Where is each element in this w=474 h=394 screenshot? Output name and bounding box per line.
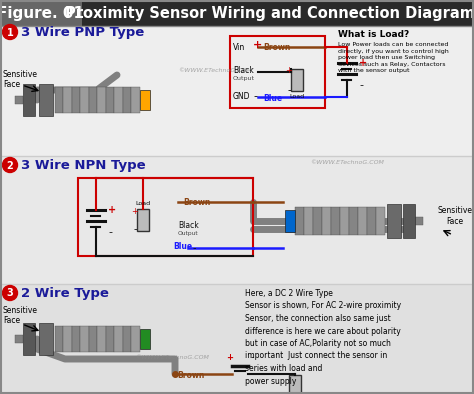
Bar (349, 207, 358, 235)
Text: Brown: Brown (263, 43, 291, 52)
Bar (39, 323, 53, 355)
Bar (72, 87, 81, 113)
Bar (291, 69, 303, 91)
Text: Sensitive
Face: Sensitive Face (3, 306, 38, 325)
Bar (331, 207, 340, 235)
Bar (367, 207, 376, 235)
Bar (230, 36, 325, 108)
Text: -: - (250, 352, 254, 362)
Text: Proximity Sensor Wiring and Connection Diagram: Proximity Sensor Wiring and Connection D… (65, 6, 474, 20)
Text: +: + (108, 205, 116, 215)
Bar (98, 326, 106, 352)
Text: Figure. 01: Figure. 01 (0, 6, 84, 20)
Text: 2: 2 (7, 160, 13, 171)
Text: Sensitive
Face: Sensitive Face (3, 70, 38, 89)
Bar (23, 84, 35, 116)
Text: +: + (132, 206, 138, 216)
Bar (115, 326, 123, 352)
Bar (0, 156, 474, 284)
Bar (387, 204, 401, 238)
Text: Black: Black (233, 65, 254, 74)
Bar (131, 87, 140, 113)
Text: Sensitive
Face: Sensitive Face (438, 206, 473, 226)
Bar (55, 87, 64, 113)
Bar (131, 326, 140, 352)
Text: ©WWW.ETechnoG.COM: ©WWW.ETechnoG.COM (135, 355, 209, 360)
Bar (89, 326, 98, 352)
Text: 2 Wire Type: 2 Wire Type (21, 286, 109, 299)
Bar (289, 375, 301, 394)
Text: +: + (227, 353, 234, 362)
Bar (64, 87, 72, 113)
Bar (15, 96, 23, 104)
Text: -: - (253, 91, 257, 101)
Bar (0, 0, 82, 26)
Bar (39, 84, 53, 116)
Bar (89, 87, 98, 113)
Circle shape (2, 24, 18, 39)
Bar (415, 217, 423, 225)
Text: -: - (193, 243, 197, 253)
Text: What is Load?: What is Load? (338, 30, 409, 39)
Text: Black: Black (178, 221, 199, 229)
Bar (403, 204, 415, 238)
Bar (72, 326, 81, 352)
Bar (0, 0, 474, 26)
Bar (106, 326, 115, 352)
Text: +: + (285, 65, 292, 74)
Bar (64, 326, 72, 352)
Text: +: + (359, 58, 367, 68)
Text: GND: GND (233, 91, 250, 100)
Bar (140, 90, 150, 110)
Bar (322, 207, 331, 235)
Bar (81, 87, 89, 113)
Bar (340, 207, 349, 235)
Text: -: - (108, 227, 112, 237)
Bar (313, 207, 322, 235)
Bar (304, 207, 313, 235)
Bar (55, 326, 64, 352)
Bar (285, 210, 295, 232)
Text: Vin: Vin (233, 43, 245, 52)
Text: 3: 3 (7, 288, 13, 299)
Text: Brown: Brown (177, 372, 204, 381)
Bar (0, 26, 474, 156)
Text: ©WWW.ETechnoG.COM: ©WWW.ETechnoG.COM (178, 68, 252, 73)
Bar (358, 207, 367, 235)
Text: Load: Load (290, 94, 305, 99)
Bar (23, 323, 35, 355)
Text: ©WWW.ETechnoG.COM: ©WWW.ETechnoG.COM (310, 160, 384, 165)
Bar (123, 326, 131, 352)
Bar (0, 284, 474, 394)
Bar (98, 87, 106, 113)
Text: Output: Output (233, 76, 255, 80)
Bar (137, 209, 149, 231)
Bar (140, 329, 150, 349)
Bar (78, 178, 253, 256)
Bar (115, 87, 123, 113)
Text: Blue: Blue (263, 93, 282, 102)
Text: -: - (359, 80, 363, 90)
Text: Blue: Blue (173, 242, 192, 251)
Bar (106, 87, 115, 113)
Circle shape (2, 158, 18, 173)
Circle shape (2, 286, 18, 301)
Text: Output: Output (178, 230, 199, 236)
Text: -: - (133, 224, 137, 234)
Text: Low Power loads can be connected
directly, if you want to control high
power loa: Low Power loads can be connected directl… (338, 42, 449, 73)
Text: 3 Wire NPN Type: 3 Wire NPN Type (21, 158, 146, 171)
Text: 1: 1 (7, 28, 13, 37)
Text: Load: Load (136, 201, 151, 206)
Bar (376, 207, 385, 235)
Bar (81, 326, 89, 352)
Text: Here, a DC 2 Wire Type
Sensor is shown, For AC 2-wire proximity
Sensor, the conn: Here, a DC 2 Wire Type Sensor is shown, … (245, 289, 401, 385)
Bar (15, 335, 23, 343)
Bar (123, 87, 131, 113)
Bar (295, 207, 304, 235)
Text: Brown: Brown (183, 197, 210, 206)
Text: 3 Wire PNP Type: 3 Wire PNP Type (21, 26, 144, 39)
Text: +: + (253, 40, 262, 50)
Text: -: - (287, 85, 291, 95)
